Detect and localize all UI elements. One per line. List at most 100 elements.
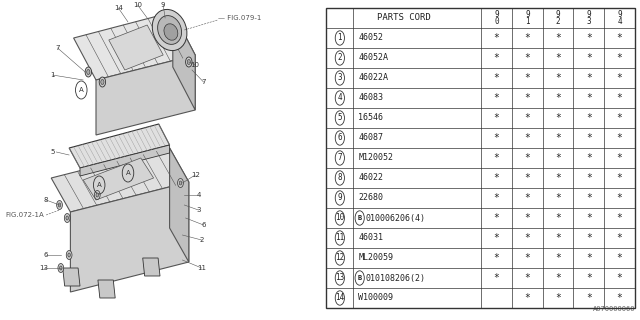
- Circle shape: [186, 57, 192, 67]
- Text: *: *: [586, 133, 592, 143]
- Text: 7: 7: [55, 45, 60, 51]
- Text: *: *: [493, 93, 500, 103]
- Text: *: *: [586, 273, 592, 283]
- Text: *: *: [586, 293, 592, 303]
- Polygon shape: [51, 148, 189, 212]
- Text: *: *: [524, 213, 531, 223]
- Text: *: *: [493, 233, 500, 243]
- Polygon shape: [98, 280, 115, 298]
- Text: *: *: [524, 253, 531, 263]
- Circle shape: [99, 77, 106, 87]
- Text: 7: 7: [201, 79, 206, 85]
- Text: 7: 7: [337, 154, 342, 163]
- Text: *: *: [555, 33, 561, 43]
- Text: *: *: [493, 253, 500, 263]
- Text: PARTS CORD: PARTS CORD: [377, 13, 431, 22]
- Text: 9: 9: [161, 2, 166, 8]
- Text: A: A: [79, 87, 84, 93]
- Text: *: *: [616, 53, 623, 63]
- Text: 10: 10: [133, 2, 142, 8]
- Text: *: *: [616, 293, 623, 303]
- Circle shape: [87, 69, 90, 75]
- Text: 010108206(2): 010108206(2): [365, 274, 426, 283]
- Text: 9
2: 9 2: [556, 10, 561, 27]
- Text: *: *: [555, 73, 561, 83]
- Text: *: *: [586, 173, 592, 183]
- Text: FIG.072-1A: FIG.072-1A: [5, 212, 44, 218]
- Text: *: *: [524, 193, 531, 203]
- Text: 4: 4: [196, 192, 200, 198]
- Text: 3: 3: [337, 74, 342, 83]
- Text: *: *: [493, 153, 500, 163]
- Text: *: *: [616, 273, 623, 283]
- Text: *: *: [555, 193, 561, 203]
- Text: *: *: [586, 153, 592, 163]
- Text: *: *: [616, 33, 623, 43]
- Circle shape: [95, 190, 100, 199]
- Text: *: *: [586, 113, 592, 123]
- Text: W100009: W100009: [358, 293, 394, 302]
- Text: *: *: [616, 113, 623, 123]
- Text: *: *: [524, 113, 531, 123]
- Text: *: *: [616, 213, 623, 223]
- Text: 6: 6: [44, 252, 49, 258]
- Text: *: *: [555, 233, 561, 243]
- Text: 4: 4: [337, 93, 342, 102]
- Circle shape: [58, 263, 64, 273]
- Circle shape: [64, 213, 70, 222]
- Circle shape: [85, 67, 92, 77]
- Circle shape: [60, 266, 62, 270]
- Text: *: *: [586, 213, 592, 223]
- Text: 12: 12: [191, 172, 200, 178]
- Text: 46083: 46083: [358, 93, 383, 102]
- Text: 9
4: 9 4: [617, 10, 622, 27]
- Text: *: *: [555, 153, 561, 163]
- Text: *: *: [616, 153, 623, 163]
- Text: 14: 14: [335, 293, 344, 302]
- Text: 010006206(4): 010006206(4): [365, 213, 426, 222]
- Polygon shape: [96, 55, 195, 135]
- Text: *: *: [586, 73, 592, 83]
- Text: M120052: M120052: [358, 154, 394, 163]
- Text: 2: 2: [337, 53, 342, 62]
- Circle shape: [66, 216, 68, 220]
- Circle shape: [177, 179, 183, 188]
- Circle shape: [179, 181, 182, 185]
- Text: *: *: [524, 33, 531, 43]
- Polygon shape: [70, 182, 189, 292]
- Text: 1: 1: [50, 72, 55, 78]
- Text: 46052A: 46052A: [358, 53, 388, 62]
- Text: *: *: [524, 93, 531, 103]
- Text: *: *: [555, 293, 561, 303]
- Text: 12: 12: [335, 253, 344, 262]
- Text: 9
1: 9 1: [525, 10, 530, 27]
- Circle shape: [187, 60, 191, 65]
- Text: 6: 6: [201, 222, 206, 228]
- Text: 8: 8: [337, 173, 342, 182]
- Text: 6: 6: [337, 133, 342, 142]
- Text: 13: 13: [39, 265, 48, 271]
- Polygon shape: [109, 25, 163, 70]
- Polygon shape: [69, 124, 170, 168]
- Polygon shape: [80, 145, 170, 176]
- Text: 46087: 46087: [358, 133, 383, 142]
- Text: *: *: [524, 53, 531, 63]
- Text: *: *: [586, 53, 592, 63]
- Text: 10: 10: [191, 62, 200, 68]
- Text: *: *: [493, 33, 500, 43]
- Polygon shape: [74, 12, 195, 80]
- Text: *: *: [524, 153, 531, 163]
- Text: 3: 3: [196, 207, 201, 213]
- Circle shape: [58, 203, 61, 207]
- Text: *: *: [555, 273, 561, 283]
- Polygon shape: [143, 258, 160, 276]
- Text: *: *: [616, 133, 623, 143]
- Text: *: *: [555, 93, 561, 103]
- Text: *: *: [555, 213, 561, 223]
- Polygon shape: [170, 148, 189, 262]
- Text: 5: 5: [51, 149, 54, 155]
- Text: *: *: [524, 293, 531, 303]
- Polygon shape: [63, 268, 80, 286]
- Text: *: *: [555, 113, 561, 123]
- Text: 46022A: 46022A: [358, 74, 388, 83]
